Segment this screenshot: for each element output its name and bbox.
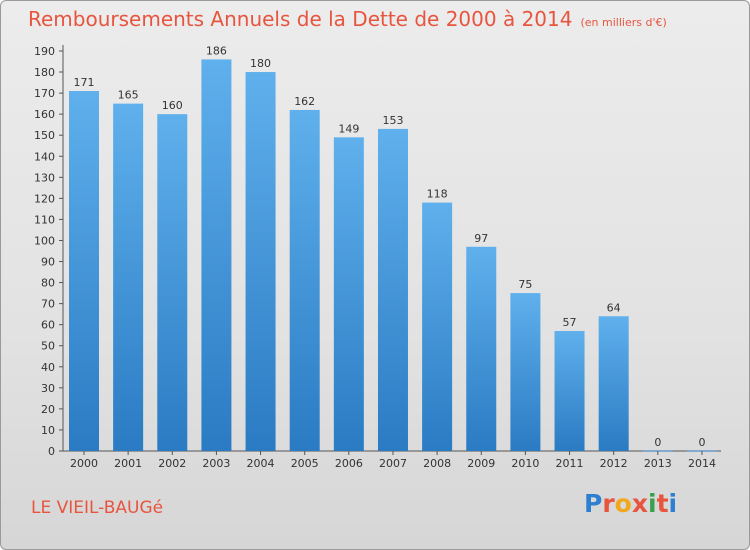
y-tick-label: 130 (34, 171, 55, 184)
logo-letter: i (668, 489, 678, 518)
x-tick-label: 2001 (114, 457, 142, 470)
y-tick-label: 70 (41, 298, 55, 311)
bar (201, 59, 232, 451)
data-label: 75 (518, 278, 532, 291)
logo-letter: r (602, 489, 615, 518)
bar (466, 246, 497, 451)
bar (113, 103, 144, 451)
x-tick-label: 2011 (556, 457, 584, 470)
bar (422, 202, 453, 451)
bar (289, 109, 320, 452)
x-tick-label: 2006 (335, 457, 363, 470)
bar (333, 137, 364, 451)
bar (377, 128, 408, 451)
commune-name: LE VIEIL-BAUGé (31, 498, 164, 518)
x-tick-label: 2013 (644, 457, 672, 470)
x-tick-label: 2007 (379, 457, 407, 470)
data-label: 64 (607, 301, 621, 314)
x-tick-label: 2002 (158, 457, 186, 470)
y-tick-label: 100 (34, 234, 55, 247)
bar (554, 331, 585, 451)
y-tick-label: 140 (34, 150, 55, 163)
logo-letter: t (656, 489, 669, 518)
y-tick-label: 10 (41, 424, 55, 437)
data-label: 153 (382, 114, 403, 127)
data-label: 57 (563, 316, 577, 329)
x-tick-label: 2005 (291, 457, 319, 470)
y-tick-label: 50 (41, 340, 55, 353)
y-tick-label: 150 (34, 129, 55, 142)
title-text: Remboursements Annuels de la Dette de 20… (28, 7, 573, 31)
y-tick-label: 110 (34, 213, 55, 226)
y-tick-label: 120 (34, 192, 55, 205)
x-tick-label: 2000 (70, 457, 98, 470)
data-label: 186 (206, 44, 227, 57)
y-tick-label: 20 (41, 403, 55, 416)
bar (245, 72, 276, 451)
y-tick-label: 80 (41, 277, 55, 290)
chart-title: Remboursements Annuels de la Dette de 20… (28, 7, 667, 31)
data-label: 165 (118, 89, 139, 102)
y-tick-label: 90 (41, 256, 55, 269)
data-label: 171 (74, 76, 95, 89)
x-tick-label: 2003 (202, 457, 230, 470)
x-tick-label: 2008 (423, 457, 451, 470)
x-tick-label: 2010 (511, 457, 539, 470)
y-tick-label: 190 (34, 45, 55, 58)
data-label: 118 (427, 188, 448, 201)
data-label: 0 (654, 436, 661, 449)
x-tick-label: 2014 (688, 457, 716, 470)
data-label: 97 (474, 232, 488, 245)
data-label: 160 (162, 99, 183, 112)
bar (157, 114, 188, 451)
y-tick-label: 30 (41, 382, 55, 395)
bar (598, 316, 629, 451)
y-tick-label: 40 (41, 361, 55, 374)
logo-letter: x (631, 489, 648, 518)
data-label: 162 (294, 95, 315, 108)
bar (510, 293, 541, 451)
y-tick-label: 0 (48, 445, 55, 458)
data-label: 180 (250, 57, 271, 70)
data-label: 0 (698, 436, 705, 449)
proxiti-logo[interactable]: Proxiti (584, 489, 677, 518)
y-tick-label: 160 (34, 108, 55, 121)
unit-label: (en milliers d'€) (580, 16, 667, 29)
x-tick-label: 2009 (467, 457, 495, 470)
x-tick-label: 2012 (600, 457, 628, 470)
x-tick-label: 2004 (247, 457, 275, 470)
data-label: 149 (338, 122, 359, 135)
y-tick-label: 170 (34, 87, 55, 100)
y-tick-label: 60 (41, 319, 55, 332)
logo-letter: o (614, 489, 632, 518)
y-tick-label: 180 (34, 66, 55, 79)
bar (69, 91, 99, 451)
logo-letter: P (584, 489, 603, 518)
logo-letter: i (648, 489, 657, 518)
